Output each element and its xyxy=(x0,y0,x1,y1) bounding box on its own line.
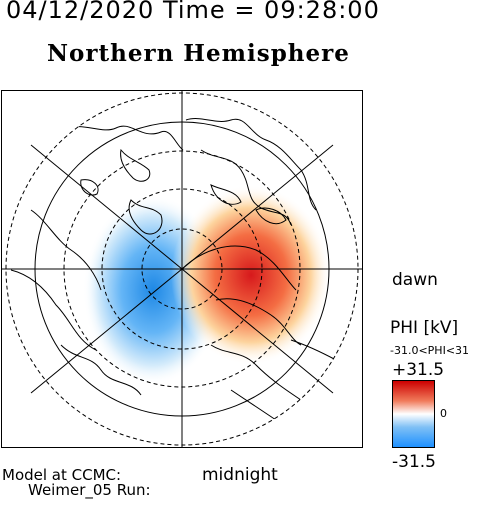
meridian-lines xyxy=(1,90,363,448)
run-label: Weimer_05 Run: xyxy=(28,481,151,499)
colorbar-zero-label: 0 xyxy=(440,407,447,420)
hemisphere-title: Northern Hemisphere xyxy=(47,40,350,67)
colorbar-min-label: -31.5 xyxy=(392,452,436,472)
colorbar xyxy=(392,380,435,448)
positive-cell xyxy=(171,185,331,365)
colorbar-unit-label: PHI [kV] xyxy=(390,318,459,338)
potential-pattern xyxy=(83,185,331,385)
midnight-label: midnight xyxy=(202,465,278,485)
colorbar-range-label: -31.0<PHI<31 xyxy=(390,344,470,357)
model-label: Model at CCMC: xyxy=(2,466,122,484)
page-title: 04/12/2020 Time = 09:28:00 xyxy=(6,0,380,24)
dawn-label: dawn xyxy=(392,270,438,290)
colorbar-max-label: +31.5 xyxy=(392,360,445,380)
polar-map xyxy=(1,90,363,448)
